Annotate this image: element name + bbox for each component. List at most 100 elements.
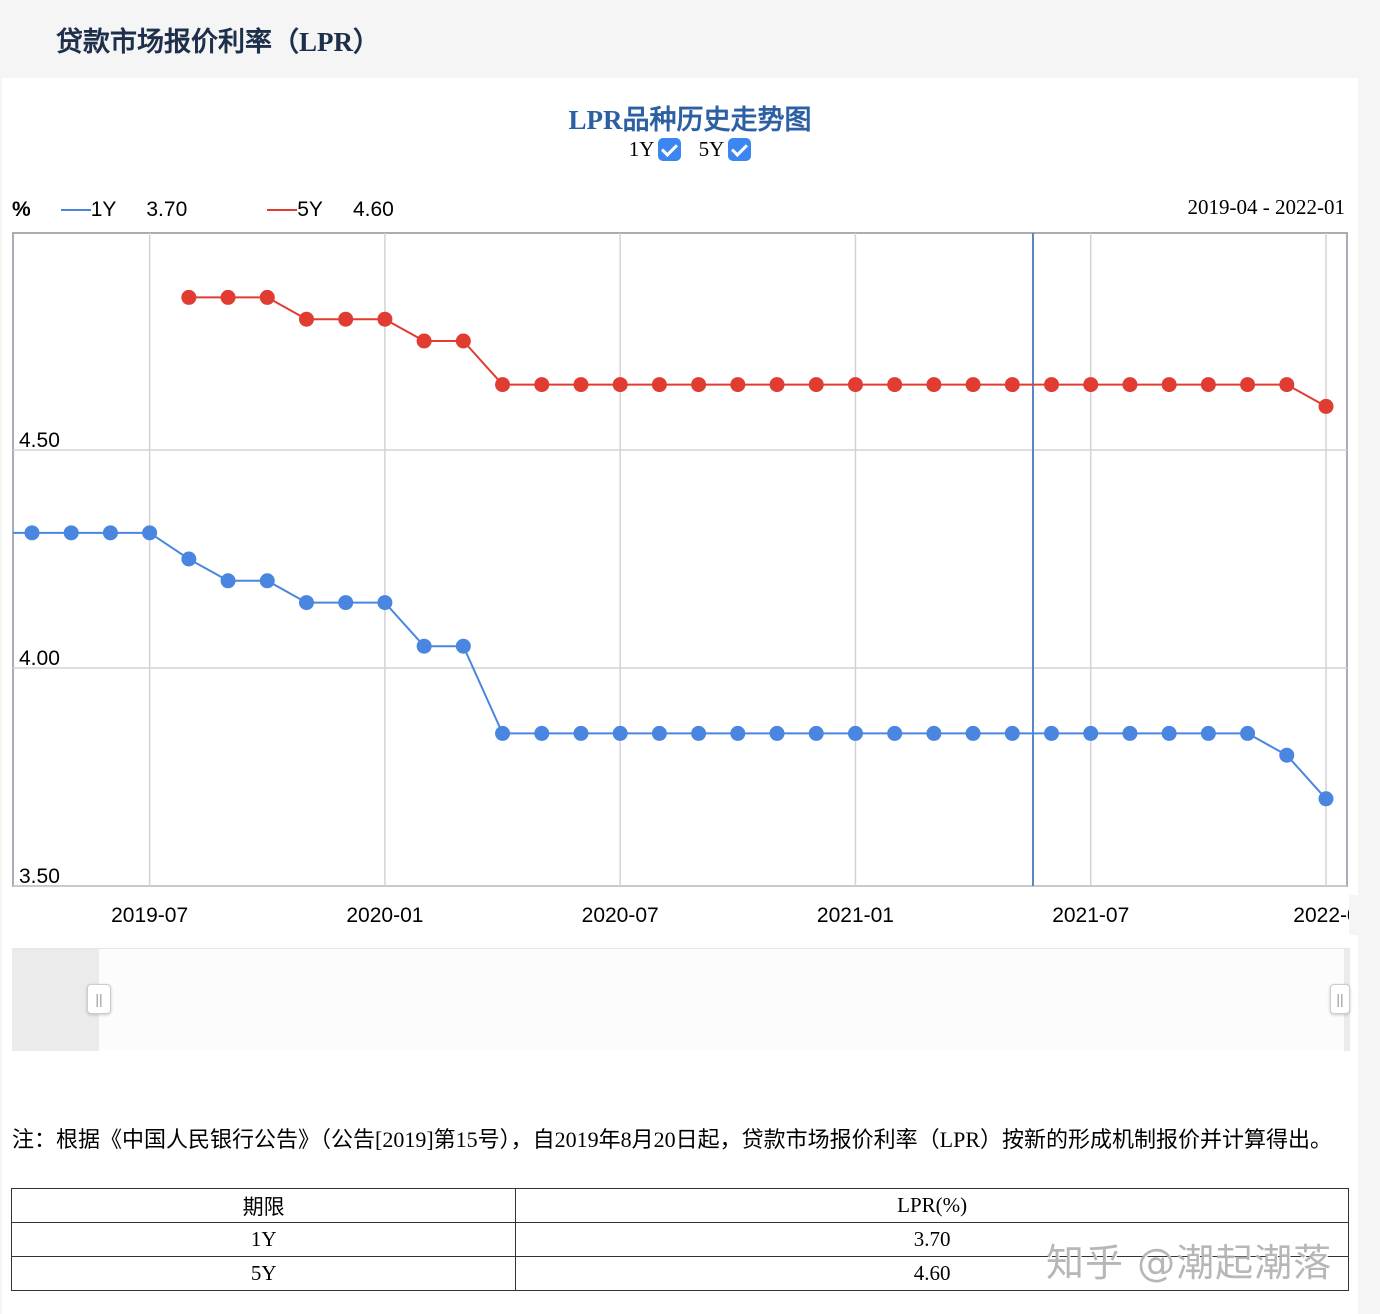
data-point[interactable] — [1004, 725, 1020, 741]
data-point[interactable] — [534, 377, 550, 393]
lpr-table: 期限 LPR(%) 1Y 3.70 5Y 4.60 — [10, 1188, 1349, 1291]
x-tick-label: 2021-07 — [1052, 904, 1129, 927]
data-point[interactable] — [1122, 725, 1138, 741]
data-point[interactable] — [651, 377, 667, 393]
data-point[interactable] — [416, 638, 432, 654]
data-point[interactable] — [1240, 377, 1256, 393]
data-point[interactable] — [1083, 377, 1099, 393]
data-point[interactable] — [181, 551, 197, 567]
data-point[interactable] — [298, 595, 314, 611]
series-5y[interactable] — [181, 289, 1334, 414]
data-point[interactable] — [691, 377, 707, 393]
range-navigator[interactable]: || || — [12, 948, 1350, 1051]
series-toggles: 1Y 5Y — [0, 137, 1380, 162]
data-point[interactable] — [1200, 725, 1216, 741]
data-point[interactable] — [455, 333, 471, 349]
data-point[interactable] — [416, 333, 432, 349]
data-point[interactable] — [534, 725, 550, 741]
line-chart[interactable]: 4.50 4.00 3.50 2019-07 2020-01 2020-07 2021-01… — [0, 0, 1380, 940]
grip-icon: || — [95, 991, 103, 1007]
navigator-handle-left[interactable]: || — [87, 984, 111, 1014]
navigator-handle-right[interactable]: || — [1330, 984, 1350, 1014]
data-point[interactable] — [573, 725, 589, 741]
data-point[interactable] — [181, 289, 197, 305]
data-point[interactable] — [1044, 725, 1060, 741]
data-point[interactable] — [102, 525, 118, 541]
toggle-5y[interactable]: 5Y — [699, 137, 752, 162]
data-point[interactable] — [63, 525, 79, 541]
data-point[interactable] — [455, 638, 471, 654]
y-tick-label: 4.00 — [19, 647, 60, 670]
x-tick-label: 2020-07 — [582, 904, 659, 927]
data-point[interactable] — [1240, 725, 1256, 741]
checkbox-checked-icon[interactable] — [728, 138, 752, 161]
data-point[interactable] — [259, 289, 275, 305]
data-point[interactable] — [965, 377, 981, 393]
legend-value: 4.60 — [352, 198, 394, 221]
checkbox-checked-icon[interactable] — [658, 138, 682, 161]
data-point[interactable] — [769, 377, 785, 393]
cell-term: 5Y — [10, 1256, 517, 1291]
data-point[interactable] — [612, 377, 628, 393]
data-point[interactable] — [808, 377, 824, 393]
data-point[interactable] — [298, 311, 314, 327]
data-point[interactable] — [651, 725, 667, 741]
data-point[interactable] — [495, 377, 511, 393]
x-tick-label: 2022-0 — [1293, 904, 1358, 927]
data-point[interactable] — [926, 377, 942, 393]
data-point[interactable] — [691, 725, 707, 741]
data-point[interactable] — [1318, 398, 1334, 414]
toggle-1y-label: 1Y — [628, 137, 655, 161]
x-tick-label: 2019-07 — [111, 904, 188, 927]
x-tick-label: 2021-01 — [817, 904, 894, 927]
data-point[interactable] — [847, 377, 863, 393]
toggle-1y[interactable]: 1Y — [629, 137, 682, 162]
toggle-5y-label: 5Y — [698, 137, 725, 161]
data-point[interactable] — [887, 377, 903, 393]
y-tick-label: 3.50 — [19, 865, 60, 888]
data-point[interactable] — [887, 725, 903, 741]
data-point[interactable] — [926, 725, 942, 741]
legend-value: 3.70 — [146, 198, 188, 221]
data-point[interactable] — [220, 573, 236, 589]
data-point[interactable] — [730, 377, 746, 393]
legend-label: 1Y — [90, 198, 117, 221]
data-point[interactable] — [377, 311, 393, 327]
data-point[interactable] — [142, 525, 158, 541]
y-tick-label: 4.50 — [19, 429, 60, 452]
page-title: 贷款市场报价利率（LPR） — [56, 27, 380, 57]
data-point[interactable] — [259, 573, 275, 589]
data-point[interactable] — [338, 595, 354, 611]
data-point[interactable] — [573, 377, 589, 393]
line-swatch-icon — [60, 209, 91, 211]
data-point[interactable] — [1161, 725, 1177, 741]
data-point[interactable] — [808, 725, 824, 741]
data-point[interactable] — [1279, 747, 1295, 763]
data-point[interactable] — [1161, 377, 1177, 393]
data-point[interactable] — [1004, 377, 1020, 393]
data-point[interactable] — [24, 525, 40, 541]
header-term: 期限 — [10, 1188, 517, 1223]
data-point[interactable] — [1083, 725, 1099, 741]
cell-term: 1Y — [10, 1222, 517, 1257]
data-point[interactable] — [1279, 377, 1295, 393]
date-range-label: 2019-04 - 2022-01 — [1187, 195, 1345, 219]
data-point[interactable] — [1044, 377, 1060, 393]
data-point[interactable] — [495, 725, 511, 741]
series-1y[interactable] — [13, 525, 1334, 807]
data-point[interactable] — [1200, 377, 1216, 393]
data-point[interactable] — [377, 595, 393, 611]
data-point[interactable] — [220, 289, 236, 305]
legend-item-1y[interactable]: 1Y 3.70 — [60, 198, 188, 222]
table-header-row: 期限 LPR(%) — [10, 1188, 1349, 1223]
data-point[interactable] — [1318, 791, 1334, 807]
legend-item-5y[interactable]: 5Y 4.60 — [267, 198, 394, 222]
header-lpr: LPR(%) — [515, 1188, 1349, 1223]
data-point[interactable] — [847, 725, 863, 741]
data-point[interactable] — [612, 725, 628, 741]
data-point[interactable] — [965, 725, 981, 741]
data-point[interactable] — [1122, 377, 1138, 393]
data-point[interactable] — [769, 725, 785, 741]
data-point[interactable] — [338, 311, 354, 327]
data-point[interactable] — [730, 725, 746, 741]
